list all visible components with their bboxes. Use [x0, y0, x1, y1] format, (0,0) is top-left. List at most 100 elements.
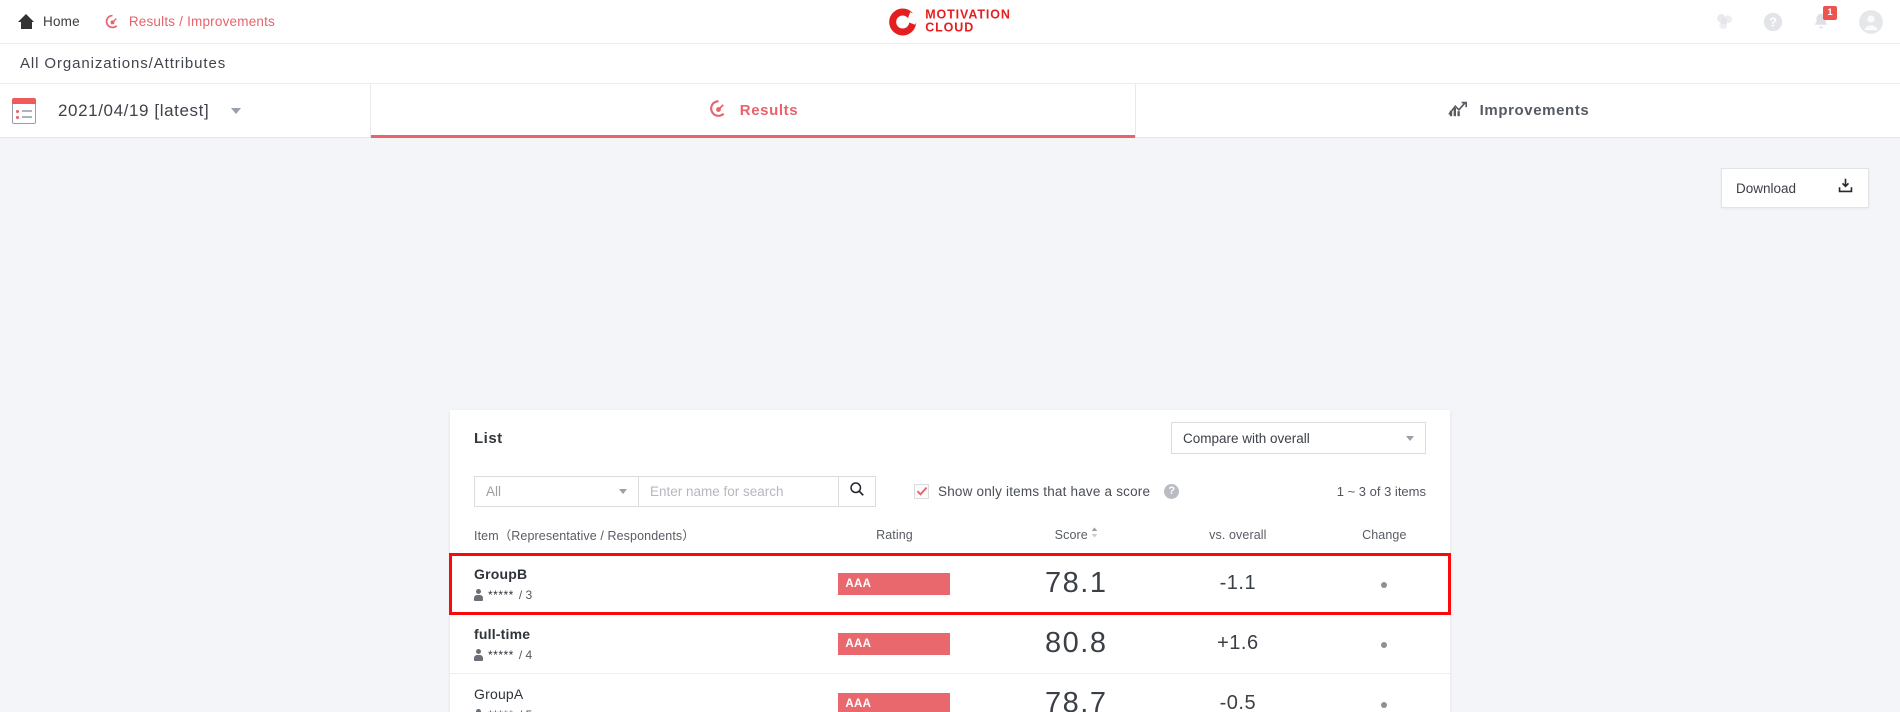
search-icon: [849, 481, 865, 502]
row-stars: *****: [488, 708, 514, 712]
cell-score: 80.8: [1045, 627, 1108, 659]
cell-rating: AAA: [793, 554, 995, 614]
score-filter-checkbox-wrap[interactable]: Show only items that have a score ?: [914, 483, 1180, 499]
gauge-icon: [104, 13, 121, 30]
breadcrumb-results-improvements[interactable]: Results / Improvements: [104, 13, 275, 30]
score-filter-label: Show only items that have a score: [938, 483, 1151, 499]
puzzle-icon[interactable]: [1714, 11, 1736, 33]
chevron-down-icon: [231, 107, 242, 114]
table-row[interactable]: GroupB ***** / 3 AAA 78.1 -1.1: [449, 552, 1451, 615]
date-selector[interactable]: 2021/04/19 [latest]: [0, 84, 370, 137]
gauge-icon: [708, 98, 729, 124]
calendar-icon: [12, 97, 36, 124]
home-icon: [18, 14, 35, 29]
tabs-bar: 2021/04/19 [latest] Results Improvements: [0, 84, 1900, 138]
cell-vs-overall: -1.1: [1219, 572, 1257, 594]
row-respondents: ***** / 5: [474, 708, 793, 712]
person-icon: [474, 648, 483, 661]
cell-item: GroupB ***** / 3: [450, 554, 793, 614]
tab-improvements-label: Improvements: [1479, 102, 1590, 119]
chevron-down-icon: [619, 488, 627, 494]
cell-item: full-time ***** / 4: [450, 614, 793, 674]
chart-up-icon: [1447, 98, 1469, 123]
table-body: GroupB ***** / 3 AAA 78.1 -1.1: [449, 552, 1451, 712]
cell-vs-overall: +1.6: [1217, 632, 1259, 654]
cell-change: [1319, 554, 1450, 614]
row-item-name: GroupA: [474, 685, 524, 702]
download-button[interactable]: Download: [1721, 168, 1869, 208]
notification-badge: 1: [1823, 5, 1837, 20]
download-icon: [1837, 177, 1854, 199]
rating-badge: AAA: [838, 692, 951, 712]
card-title: List: [474, 429, 503, 447]
compare-select[interactable]: Compare with overall: [1171, 422, 1426, 454]
column-score[interactable]: Score: [995, 516, 1158, 554]
top-bar-right: ? 1: [1714, 5, 1884, 35]
sub-header: All Organizations/Attributes: [0, 44, 1900, 84]
chevron-down-icon: [1406, 435, 1414, 441]
brand-logo: MOTIVATION CLOUD: [889, 8, 1011, 35]
search-button[interactable]: [839, 475, 876, 507]
rating-badge: AAA: [838, 572, 951, 595]
column-vs-overall: vs. overall: [1157, 516, 1319, 554]
tab-results-label: Results: [739, 102, 799, 119]
breadcrumb-label: Results / Improvements: [128, 14, 276, 29]
cell-score: 78.1: [1045, 567, 1108, 599]
svg-text:?: ?: [1769, 14, 1777, 29]
help-icon[interactable]: ?: [1762, 11, 1784, 33]
results-table: Item（Representative / Respondents） Ratin…: [449, 516, 1451, 712]
home-label: Home: [43, 14, 80, 29]
brand-text: MOTIVATION CLOUD: [925, 7, 1011, 35]
cell-change: [1319, 614, 1450, 674]
tab-results[interactable]: Results: [370, 84, 1135, 138]
table-row[interactable]: full-time ***** / 4 AAA 80.8 +1.6: [450, 614, 1450, 674]
search-input[interactable]: [639, 475, 839, 507]
rating-badge: AAA: [838, 632, 951, 655]
cell-rating: AAA: [793, 674, 995, 712]
row-respondent-count: / 3: [518, 587, 533, 602]
tab-improvements[interactable]: Improvements: [1135, 84, 1900, 137]
filter-row: All Show only items that have a score ? …: [450, 466, 1450, 516]
sort-arrows-icon: [1091, 527, 1098, 541]
table-header-row: Item（Representative / Respondents） Ratin…: [450, 516, 1450, 554]
row-respondents: ***** / 4: [474, 648, 793, 662]
list-card: List Compare with overall All Sh: [449, 410, 1451, 712]
brand-mark-icon: [889, 8, 917, 35]
top-bar-left: Home Results / Improvements: [0, 13, 275, 30]
row-stars: *****: [488, 647, 514, 662]
category-filter-select[interactable]: All: [474, 475, 639, 507]
cell-change: [1319, 674, 1450, 712]
body-area: Download List Compare with overall All: [0, 138, 1900, 712]
date-value: 2021/04/19 [latest]: [58, 100, 210, 120]
result-count: 1 ~ 3 of 3 items: [1336, 483, 1426, 499]
cell-vs-overall: -0.5: [1219, 692, 1257, 712]
bell-icon[interactable]: 1: [1810, 5, 1837, 33]
home-nav-item[interactable]: Home: [18, 14, 80, 29]
brand-line-1: MOTIVATION: [925, 7, 1011, 22]
row-item-name: GroupB: [474, 565, 528, 582]
score-filter-checkbox[interactable]: [914, 483, 929, 499]
person-icon: [474, 588, 483, 601]
help-icon[interactable]: ?: [1164, 483, 1180, 499]
card-header: List Compare with overall: [450, 410, 1450, 466]
row-respondents: ***** / 3: [474, 588, 793, 602]
row-item-name: full-time: [474, 625, 531, 642]
column-change: Change: [1318, 516, 1450, 554]
column-rating: Rating: [793, 516, 996, 554]
change-dot-icon: [1381, 641, 1388, 648]
column-item: Item（Representative / Respondents）: [450, 516, 794, 554]
change-dot-icon: [1381, 581, 1388, 588]
compare-select-value: Compare with overall: [1183, 430, 1310, 446]
table-row[interactable]: GroupA ***** / 5 AAA 78.7 -0.5: [450, 674, 1450, 712]
top-bar: Home Results / Improvements MOTIVATION C…: [0, 0, 1900, 44]
cell-item: GroupA ***** / 5: [450, 674, 793, 712]
person-icon: [474, 708, 483, 712]
avatar-icon[interactable]: [1858, 9, 1884, 35]
tab-list: Results Improvements: [370, 84, 1900, 138]
cell-rating: AAA: [793, 614, 995, 674]
page-title: All Organizations/Attributes: [20, 55, 227, 72]
row-respondent-count: / 5: [519, 708, 532, 712]
table-header: Item（Representative / Respondents） Ratin…: [450, 516, 1450, 554]
row-respondent-count: / 4: [518, 647, 533, 662]
column-score-label: Score: [1054, 527, 1088, 542]
